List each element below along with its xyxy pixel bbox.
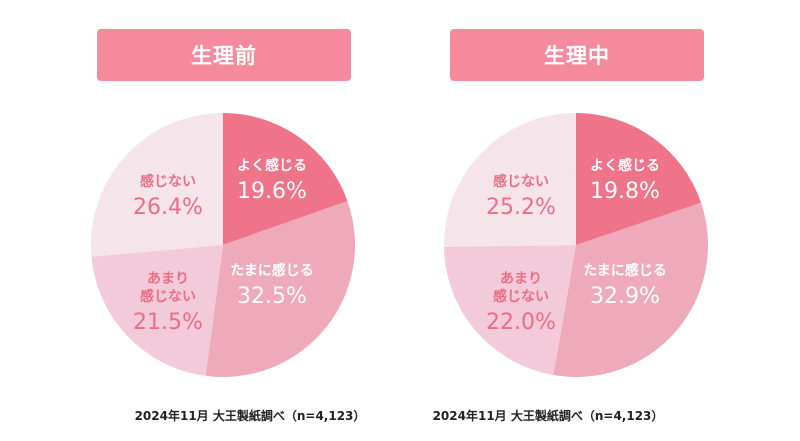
slice-rarely [444,245,576,376]
value-label: 19.6% [237,179,307,204]
slice-never [90,113,223,257]
pie-chart-before: よく感じる19.6%たまに感じる32.5%あまり感じない21.5%感じない26.… [90,113,355,377]
category-label: 感じない [140,288,196,305]
slice-sometimes [205,201,355,377]
chart-title: 生理中 [450,29,704,81]
value-label: 32.5% [237,284,307,309]
slice-rarely [91,245,223,376]
slice-never [444,113,576,247]
chart-title: 生理前 [97,29,351,81]
value-label: 22.0% [486,310,556,335]
category-label: あまり [147,271,189,287]
slice-often [223,113,348,245]
category-label: 感じない [493,173,549,190]
category-label: よく感じる [590,157,660,174]
value-label: 21.5% [133,310,203,335]
category-label: よく感じる [237,157,307,174]
category-label: 感じない [493,288,549,305]
category-label: たまに感じる [583,262,667,279]
pie-panel-before: 生理前 よく感じる 19.6% たまに感じる 32.5% あまり 感じない 21.5% 感じな… [90,29,366,423]
slice-often [576,113,702,245]
value-label: 19.8% [590,179,660,204]
source-note: 2024年11月 大王製紙調べ（n=4,123） [134,409,366,423]
category-label: たまに感じる [230,262,314,279]
value-label: 26.4% [133,195,203,220]
pie-chart-during: よく感じる19.8%たまに感じる32.9%あまり感じない22.0%感じない25.… [444,113,708,378]
source-note: 2024年11月 大王製紙調べ（n=4,123） [432,409,664,423]
pie-panel-during: 生理中 よく感じる 19.8% たまに感じる 32.9% あまり 感じない 22.0% 感じな… [353,0,753,441]
value-label: 32.9% [590,284,660,309]
slice-sometimes [553,202,708,378]
category-label: あまり [500,271,542,287]
value-label: 25.2% [486,195,556,220]
category-label: 感じない [140,173,196,190]
